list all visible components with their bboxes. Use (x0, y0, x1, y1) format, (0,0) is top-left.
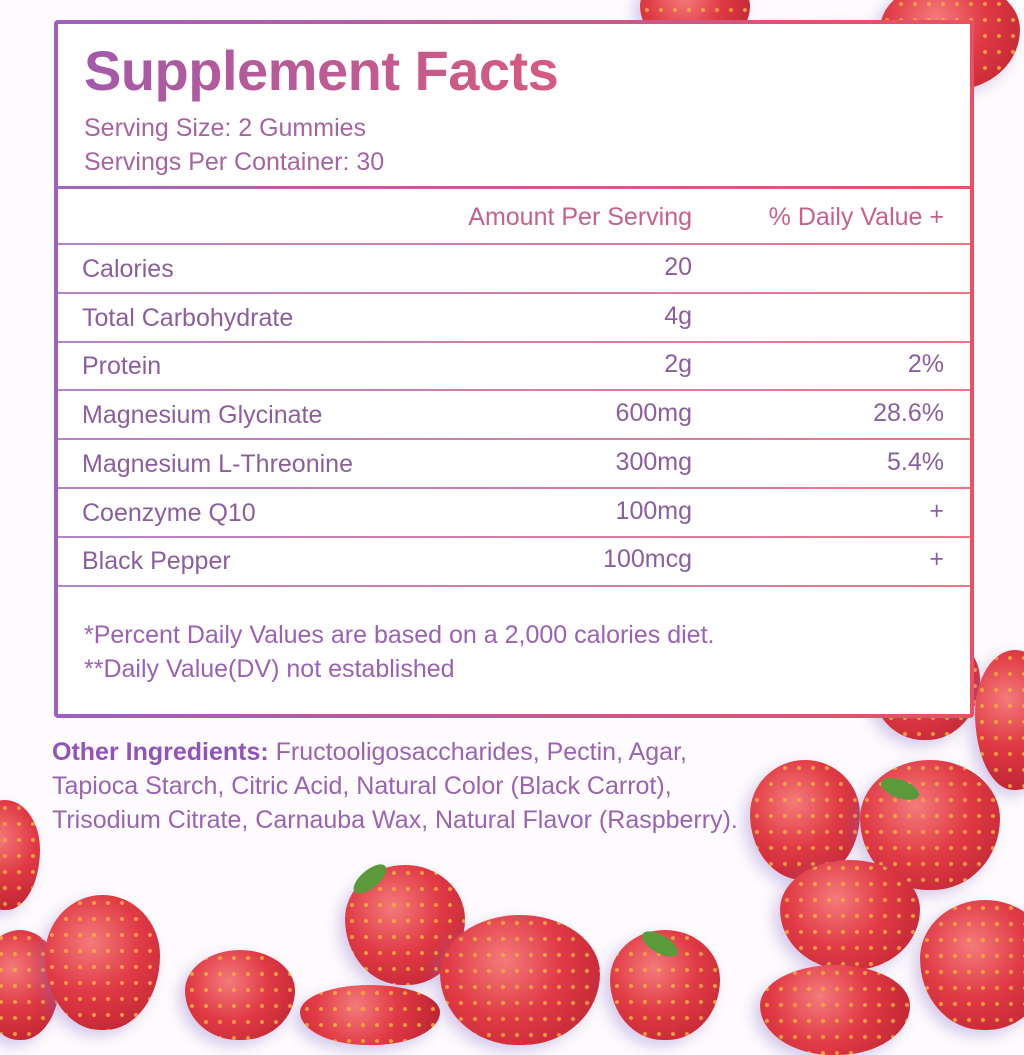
daily-value-header: % Daily Value + (768, 203, 944, 231)
other-ingredients-label: Other Ingredients: (52, 738, 269, 766)
column-header-row: Amount Per Serving % Daily Value + (58, 194, 970, 242)
divider (58, 292, 970, 294)
divider (58, 243, 970, 245)
table-row: Total Carbohydrate 4g (58, 293, 970, 341)
nutrient-daily-value: 28.6% (873, 399, 944, 428)
nutrient-amount: 300mg (615, 447, 692, 476)
serving-size: Serving Size: 2 Gummies (84, 114, 367, 142)
divider (58, 186, 970, 189)
nutrient-amount: 100mcg (603, 545, 692, 574)
nutrient-amount: 600mg (615, 399, 692, 428)
nutrient-name: Total Carbohydrate (82, 303, 294, 332)
table-row: Calories 20 (58, 244, 970, 292)
nutrient-name: Magnesium Glycinate (82, 401, 323, 430)
divider (58, 340, 970, 343)
table-row: Black Pepper 100mcg + (58, 536, 970, 584)
nutrient-name: Magnesium L-Threonine (82, 449, 353, 478)
nutrient-amount: 100mg (615, 496, 692, 525)
nutrient-amount: 2g (664, 350, 692, 379)
other-ingredients-text: Fructooligosaccharides, Pectin, Agar, Ta… (52, 738, 738, 834)
footnote-percent-dv: *Percent Daily Values are based on a 2,0… (84, 621, 715, 649)
table-row: Magnesium Glycinate 600mg 28.6% (58, 390, 970, 438)
divider (58, 438, 970, 441)
nutrient-amount: 20 (664, 253, 692, 281)
table-row: Coenzyme Q10 100mg + (58, 488, 970, 536)
nutrient-amount: 4g (664, 301, 692, 330)
table-row: Protein 2g 2% (58, 341, 970, 389)
nutrient-daily-value: + (929, 545, 944, 574)
nutrient-name: Protein (82, 352, 162, 381)
nutrient-daily-value: 2% (907, 350, 944, 379)
nutrient-name: Calories (82, 255, 174, 283)
table-row: Magnesium L-Threonine 300mg 5.4% (58, 439, 970, 487)
other-ingredients: Other Ingredients: Fructooligosaccharide… (52, 735, 762, 837)
divider (58, 389, 970, 392)
amount-header: Amount Per Serving (468, 203, 692, 231)
divider (58, 585, 970, 587)
divider (58, 535, 970, 538)
nutrient-daily-value: + (929, 496, 944, 525)
footnote-dv-not-established: **Daily Value(DV) not established (84, 655, 455, 683)
nutrient-name: Coenzyme Q10 (82, 498, 256, 527)
nutrient-daily-value: 5.4% (887, 447, 944, 476)
divider (58, 486, 970, 489)
nutrient-name: Black Pepper (82, 547, 231, 576)
servings-per-container: Servings Per Container: 30 (84, 148, 385, 176)
supplement-facts-panel: Supplement Facts Serving Size: 2 Gummies… (54, 20, 974, 718)
panel-title: Supplement Facts (84, 39, 559, 102)
